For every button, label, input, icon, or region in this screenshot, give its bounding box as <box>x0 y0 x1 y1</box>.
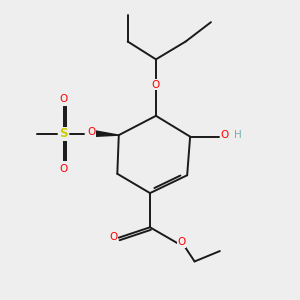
Text: O: O <box>60 164 68 174</box>
Text: O: O <box>87 127 96 137</box>
Polygon shape <box>95 131 119 136</box>
Text: O: O <box>178 237 186 247</box>
Text: O: O <box>220 130 228 140</box>
Text: O: O <box>152 80 160 90</box>
Text: H: H <box>234 130 242 140</box>
Text: O: O <box>60 94 68 103</box>
Text: O: O <box>109 232 118 242</box>
Text: S: S <box>60 127 68 140</box>
